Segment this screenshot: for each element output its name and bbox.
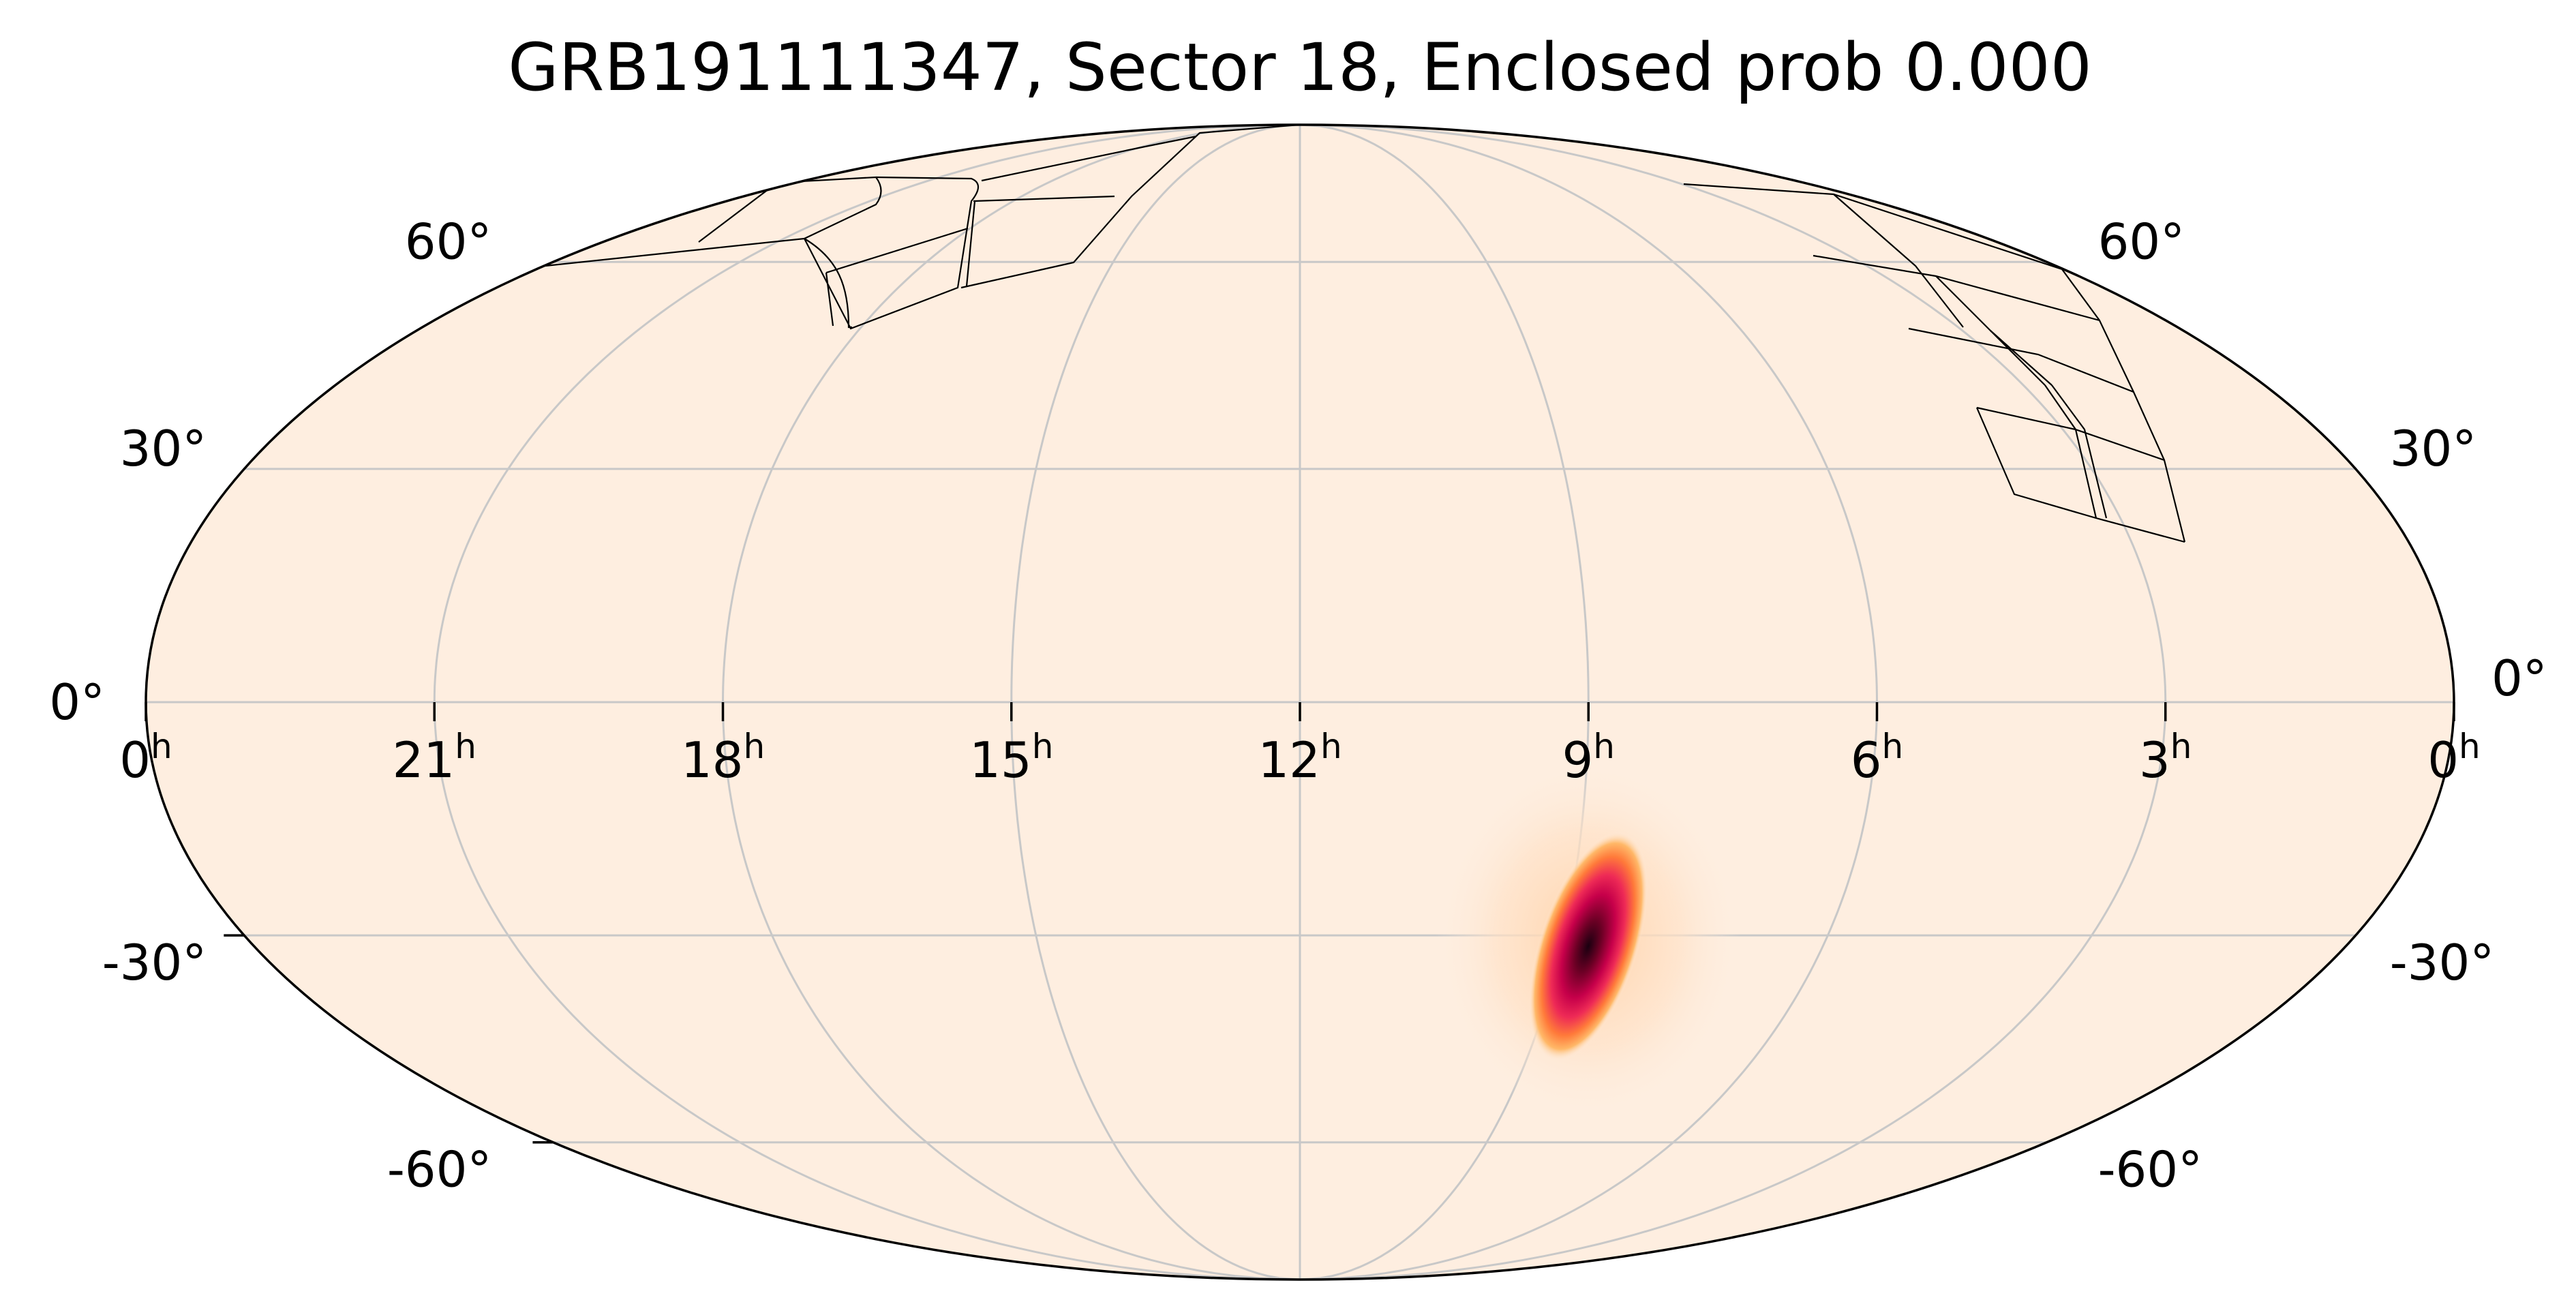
footprint-left-c <box>804 176 980 330</box>
dec-tick-marks <box>224 934 554 1144</box>
dec-tick-label-right: 60° <box>2098 213 2185 270</box>
footprint-left-f <box>973 195 1115 202</box>
ra-tick-label: 0h <box>119 727 172 789</box>
footprint-right-i <box>2051 384 2108 519</box>
ra-tick-label: 3h <box>2139 727 2192 789</box>
ra-tick-labels: 0h 21h 18h 15h 12h 9h 6h 3h 0h <box>119 727 2481 789</box>
dec-tick-label-right: 0° <box>2491 650 2547 707</box>
ra-tick-label: 21h <box>393 727 476 789</box>
footprint-left-h <box>965 200 976 287</box>
ra-tick-label: 18h <box>681 727 765 789</box>
ra-tick-label: 9h <box>1562 727 1615 789</box>
dec-tick-labels-right: 60° 30° 0° -30° -60° <box>2098 213 2547 1198</box>
footprint-right-b <box>1833 194 1964 328</box>
ra-tick-label: 12h <box>1258 727 1342 789</box>
footprint-left-e <box>960 125 1301 289</box>
dec-tick-label-right: -60° <box>2098 1141 2203 1198</box>
dec-tick-label-right: -30° <box>2390 934 2495 991</box>
footprint-right-j <box>1990 330 2052 386</box>
ra-tick-marks <box>145 702 2455 721</box>
footprint-right-f <box>1976 406 2186 543</box>
probability-heatmap <box>1435 759 1742 1120</box>
footprint-left-g <box>981 135 1197 182</box>
footprint-right-c <box>1813 254 2134 393</box>
tess-footprints <box>545 125 2186 543</box>
dec-tick-labels-left: 60° 30° 0° -30° -60° <box>49 213 491 1198</box>
footprint-right-e <box>1908 327 2166 461</box>
footprint-left-a <box>545 237 852 329</box>
dec-tick-label-right: 30° <box>2390 420 2477 477</box>
dec-tick-label-left: 60° <box>405 213 492 270</box>
plot-title: GRB191111347, Sector 18, Enclosed prob 0… <box>508 29 2092 106</box>
ra-tick-label: 6h <box>1851 727 1904 789</box>
dec-tick-label-left: -30° <box>102 934 207 991</box>
footprint-left-i <box>825 272 834 327</box>
ra-tick-label: 15h <box>969 727 1053 789</box>
dec-tick-label-left: -60° <box>387 1141 492 1198</box>
footprint-left-d <box>825 227 969 274</box>
footprint-right-h <box>2044 384 2097 519</box>
dec-tick-label-left: 30° <box>120 420 207 477</box>
ra-tick-label: 0h <box>2427 727 2481 789</box>
heatmap-core <box>1528 832 1648 1061</box>
footprint-right-g <box>1975 407 2185 543</box>
footprint-right-a <box>1683 183 2100 321</box>
dec-tick-label-left: 0° <box>49 674 105 731</box>
